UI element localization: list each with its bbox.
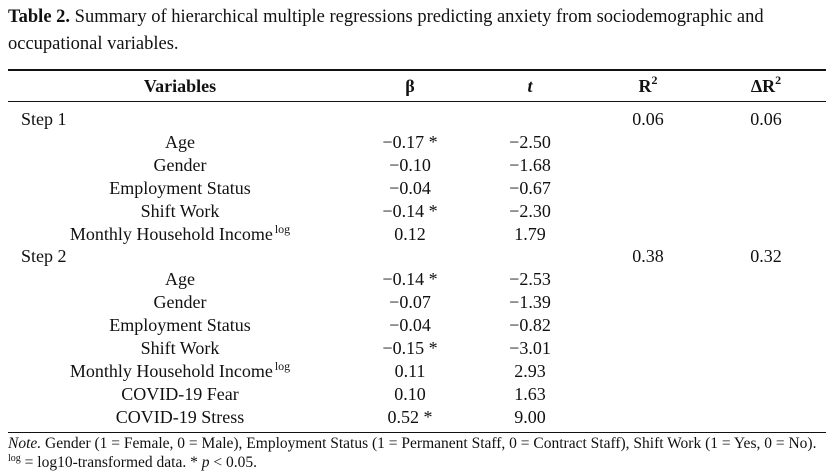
table-row: Age −0.17 * −2.50	[8, 131, 826, 154]
variable-name: COVID-19 Stress	[38, 406, 322, 429]
header-r2-text: R	[638, 76, 652, 96]
beta-value: −0.07	[389, 292, 431, 313]
variable-text: Employment Status	[109, 177, 251, 198]
variable-sup: log	[274, 221, 291, 236]
note-text-3: < 0.05.	[213, 454, 257, 471]
t-value: 2.93	[514, 360, 546, 381]
table-row: Employment Status −0.04 −0.82	[8, 314, 826, 337]
variable-name: Employment Status	[38, 177, 322, 200]
beta-value: 0.11	[394, 360, 426, 381]
note-label: Note.	[8, 435, 42, 452]
note-sup: log	[8, 453, 21, 464]
header-beta: β	[405, 76, 415, 96]
t-value: 9.00	[514, 406, 546, 427]
variable-name: Age	[38, 268, 322, 291]
bottom-rule	[8, 432, 826, 433]
variable-text: Monthly Household Income	[69, 360, 273, 381]
table-row: COVID-19 Fear 0.10 1.63	[8, 383, 826, 406]
variable-name: Gender	[38, 154, 322, 177]
table-row: Step 2 0.38 0.32	[8, 245, 826, 268]
variable-name: Shift Work	[38, 200, 322, 223]
header-rule	[8, 101, 826, 102]
header-r2-sup: 2	[651, 73, 658, 87]
r2-value: 0.06	[632, 109, 664, 129]
header-delta-r2-sup: 2	[775, 73, 782, 87]
beta-value: 0.10	[394, 383, 426, 404]
t-value: −1.39	[509, 292, 551, 313]
variable-name: Monthly Household Income log	[38, 358, 322, 385]
t-value: −2.30	[509, 200, 551, 221]
beta-value: 0.52 *	[387, 406, 433, 427]
variable-name: Gender	[38, 291, 322, 314]
note-p: p	[201, 454, 210, 471]
variable-text: Age	[165, 131, 195, 152]
beta-value: −0.14 *	[382, 269, 438, 290]
t-value: −2.53	[509, 269, 551, 290]
r2-value: 0.38	[632, 246, 664, 267]
table-label: Table 2.	[8, 7, 71, 27]
table-row: Monthly Household Income log 0.11 2.93	[8, 358, 826, 385]
step-label: Step 1	[21, 109, 67, 129]
table-caption: Table 2. Summary of hierarchical multipl…	[8, 4, 828, 58]
variable-name: Monthly Household Income log	[38, 221, 322, 248]
variable-sup: log	[274, 358, 291, 373]
variable-text: Shift Work	[140, 200, 220, 221]
variable-name: Employment Status	[38, 314, 322, 337]
variable-name: Age	[38, 131, 322, 154]
table-row: Gender −0.07 −1.39	[8, 291, 826, 314]
table-note: Note. Gender (1 = Female, 0 = Male), Emp…	[8, 434, 830, 474]
beta-value: −0.10	[389, 154, 431, 175]
table-row: Shift Work −0.14 * −2.30	[8, 200, 826, 223]
delta-r2-value: 0.32	[750, 246, 782, 267]
variable-text: Gender	[153, 292, 207, 313]
delta-r2-value: 0.06	[750, 109, 782, 129]
note-text-1: Gender (1 = Female, 0 = Male), Employmen…	[45, 435, 817, 452]
header-t: t	[527, 76, 533, 96]
beta-value: −0.04	[389, 315, 431, 336]
beta-value: −0.17 *	[382, 131, 438, 152]
t-value: −0.67	[509, 177, 551, 198]
beta-value: 0.12	[394, 223, 426, 244]
variable-text: Age	[165, 269, 195, 290]
table-row: Employment Status −0.04 −0.67	[8, 177, 826, 200]
table-row: Gender −0.10 −1.68	[8, 154, 826, 177]
t-value: 1.63	[514, 383, 546, 404]
table-row: Step 1 0.06 0.06	[8, 108, 826, 131]
beta-value: −0.15 *	[382, 338, 438, 358]
table-row: COVID-19 Stress 0.52 * 9.00	[8, 406, 826, 429]
beta-value: −0.14 *	[382, 200, 438, 221]
top-rule	[8, 69, 826, 71]
header-delta-r2-text: ΔR	[750, 76, 776, 96]
variable-name: Shift Work	[38, 337, 322, 360]
variable-text: Shift Work	[140, 338, 220, 358]
variable-text: COVID-19 Stress	[115, 406, 245, 427]
variable-text: Gender	[153, 154, 207, 175]
t-value: −1.68	[509, 154, 551, 175]
note-text-2: = log10-transformed data. *	[24, 454, 198, 471]
table-row: Monthly Household Income log 0.12 1.79	[8, 221, 826, 248]
t-value: 1.79	[514, 223, 546, 244]
variable-text: COVID-19 Fear	[121, 383, 239, 404]
table-title: Summary of hierarchical multiple regress…	[8, 7, 764, 54]
step-label: Step 2	[21, 246, 67, 267]
header-r2: R2	[608, 73, 688, 99]
t-value: −2.50	[509, 131, 551, 152]
t-value: −3.01	[509, 338, 551, 358]
header-delta-r2: ΔR2	[726, 73, 806, 99]
variable-text: Employment Status	[109, 315, 251, 336]
t-value: −0.82	[509, 315, 551, 336]
variable-text: Monthly Household Income	[69, 223, 273, 244]
table-row: Shift Work −0.15 * −3.01	[8, 337, 826, 360]
header-variables: Variables	[143, 76, 217, 96]
table-row: Age −0.14 * −2.53	[8, 268, 826, 291]
variable-name: COVID-19 Fear	[38, 383, 322, 406]
beta-value: −0.04	[389, 177, 431, 198]
